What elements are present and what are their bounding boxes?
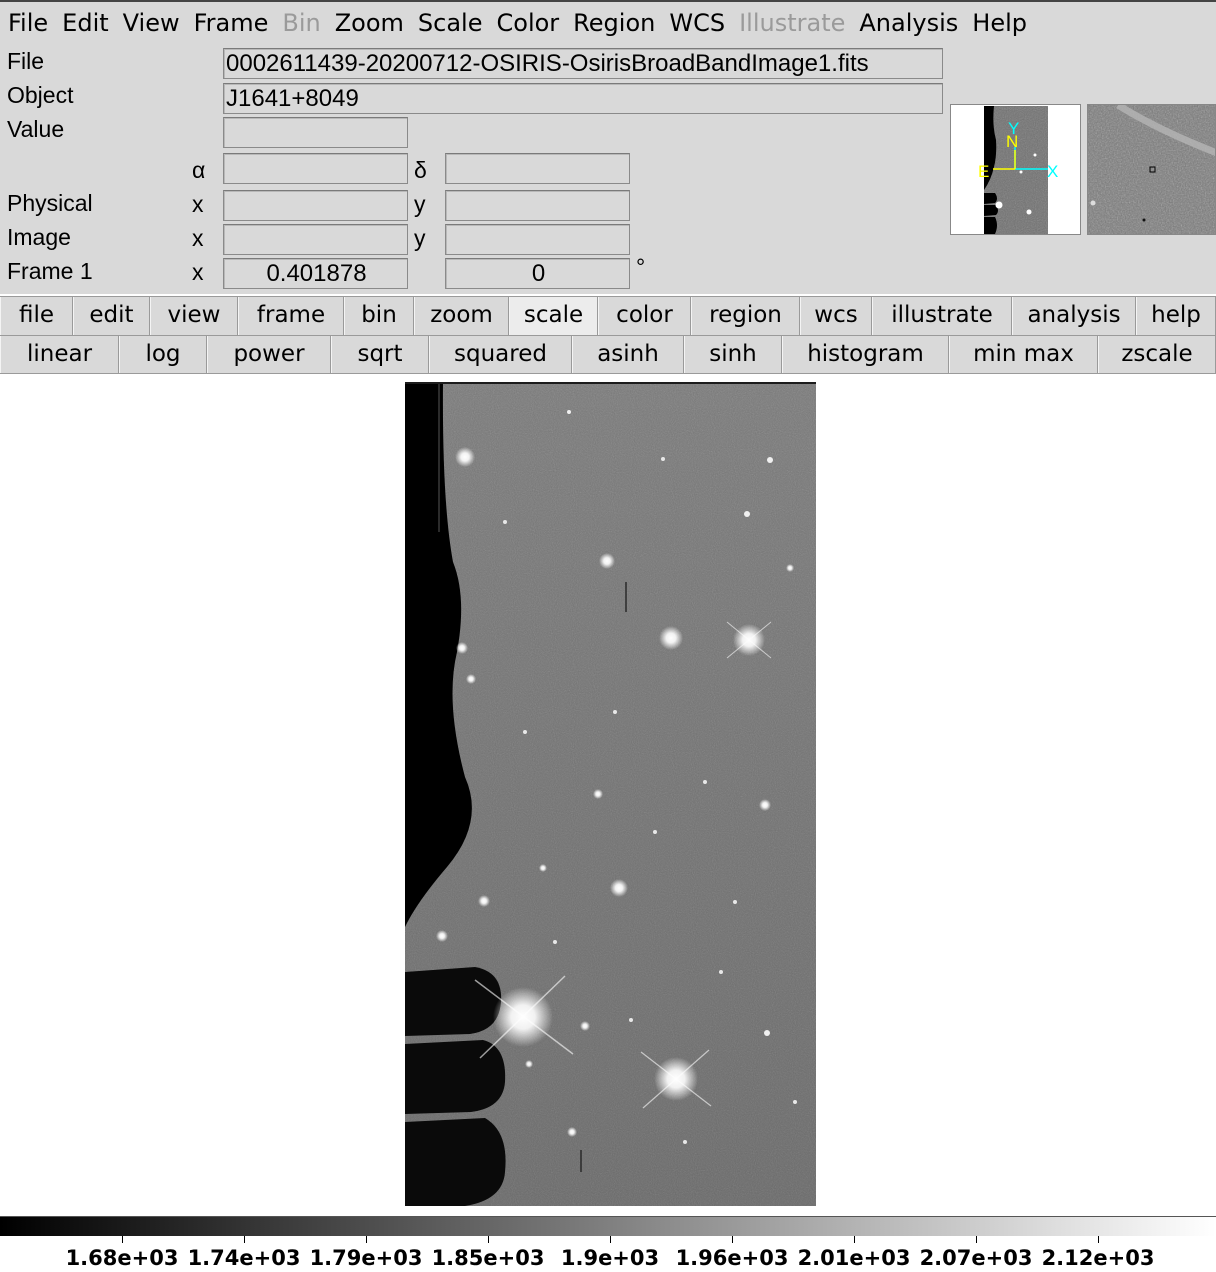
menu-bin: Bin [282, 9, 321, 37]
menu-edit[interactable]: Edit [62, 9, 109, 37]
colorbar-tick-label: 2.07e+03 [919, 1246, 1033, 1270]
value-label: Value [7, 116, 65, 142]
colorbar-tick [854, 1236, 855, 1243]
scale-asinh-button[interactable]: asinh [572, 336, 684, 373]
colorbar-tick-label: 1.85e+03 [431, 1246, 545, 1270]
compass-e-label: E [978, 162, 989, 181]
colorbar-tick-label: 1.74e+03 [187, 1246, 301, 1270]
colorbar-axis: 1.68e+03 1.74e+03 1.79e+03 1.85e+03 1.9e… [0, 1236, 1216, 1272]
colorbar-tick [610, 1236, 611, 1243]
scale-zscale-button[interactable]: zscale [1098, 336, 1216, 373]
colorbar[interactable] [0, 1216, 1216, 1236]
colorbar-tick-label: 1.9e+03 [560, 1246, 660, 1270]
compass-icon: Y N E X [978, 119, 1058, 181]
button-color[interactable]: color [598, 297, 691, 335]
scale-button-bar: linear log power sqrt squared asinh sinh… [0, 335, 1216, 374]
magnifier [1087, 104, 1216, 235]
menu-frame[interactable]: Frame [193, 9, 269, 37]
object-field[interactable]: J1641+8049 [223, 83, 943, 114]
delta-field[interactable] [445, 153, 630, 184]
colorbar-tick-label: 2.01e+03 [797, 1246, 911, 1270]
colorbar-tick [976, 1236, 977, 1243]
menu-wcs[interactable]: WCS [669, 9, 726, 37]
frame-label: Frame 1 [7, 258, 93, 284]
compass-n-label: N [1006, 132, 1018, 151]
menu-scale[interactable]: Scale [417, 9, 483, 37]
fits-image[interactable] [405, 382, 816, 1206]
button-file[interactable]: file [0, 297, 73, 335]
panner-thumbnail: Y N E X [978, 106, 1058, 234]
physical-x-label: x [192, 191, 204, 217]
image-label: Image [7, 224, 71, 250]
button-bin[interactable]: bin [344, 297, 414, 335]
image-x-field[interactable] [223, 224, 408, 255]
info-panel: File 0002611439-20200712-OSIRIS-OsirisBr… [0, 44, 1216, 294]
scale-minmax-button[interactable]: min max [949, 336, 1098, 373]
compass-x-label: X [1047, 162, 1058, 181]
physical-x-field[interactable] [223, 190, 408, 221]
image-y-label: y [414, 225, 426, 251]
image-y-field[interactable] [445, 224, 630, 255]
button-edit[interactable]: edit [73, 297, 150, 335]
magnifier-view [1088, 105, 1215, 234]
colorbar-tick [366, 1236, 367, 1243]
menu-region[interactable]: Region [573, 9, 656, 37]
menu-zoom[interactable]: Zoom [334, 9, 404, 37]
menu-help[interactable]: Help [972, 9, 1027, 37]
physical-label: Physical [7, 190, 93, 216]
menu-analysis[interactable]: Analysis [859, 9, 959, 37]
menu-color[interactable]: Color [496, 9, 560, 37]
scale-sinh-button[interactable]: sinh [684, 336, 782, 373]
panner[interactable]: Y N E X [950, 104, 1081, 235]
colorbar-tick [244, 1236, 245, 1243]
button-region[interactable]: region [691, 297, 800, 335]
button-bar: file edit view frame bin zoom scale colo… [0, 296, 1216, 335]
colorbar-tick-label: 1.79e+03 [309, 1246, 423, 1270]
frame-angle-field[interactable]: 0 [445, 258, 630, 289]
scale-squared-button[interactable]: squared [429, 336, 572, 373]
colorbar-tick [1098, 1236, 1099, 1243]
colorbar-tick [488, 1236, 489, 1243]
colorbar-tick-label: 2.12e+03 [1041, 1246, 1155, 1270]
file-label: File [7, 48, 45, 74]
image-x-label: x [192, 225, 204, 251]
delta-label: δ [414, 157, 427, 183]
button-scale[interactable]: scale [509, 297, 598, 335]
scale-histogram-button[interactable]: histogram [782, 336, 949, 373]
menubar: File Edit View Frame Bin Zoom Scale Colo… [0, 0, 1216, 44]
physical-y-label: y [414, 191, 426, 217]
compass-y-label: Y [1008, 119, 1019, 138]
colorbar-tick [122, 1236, 123, 1243]
degree-symbol: ° [636, 254, 646, 280]
button-zoom[interactable]: zoom [414, 297, 509, 335]
scale-log-button[interactable]: log [119, 336, 207, 373]
menu-view[interactable]: View [122, 9, 180, 37]
button-analysis[interactable]: analysis [1012, 297, 1136, 335]
physical-y-field[interactable] [445, 190, 630, 221]
alpha-label: α [192, 157, 206, 183]
button-illustrate[interactable]: illustrate [872, 297, 1012, 335]
colorbar-tick-label: 1.68e+03 [65, 1246, 179, 1270]
object-label: Object [7, 82, 74, 108]
frame-zoom-field[interactable]: 0.401878 [223, 258, 408, 289]
menu-illustrate: Illustrate [739, 9, 846, 37]
scale-sqrt-button[interactable]: sqrt [331, 336, 429, 373]
frame-x-label: x [192, 259, 204, 285]
button-view[interactable]: view [150, 297, 238, 335]
value-field[interactable] [223, 117, 408, 148]
colorbar-tick-label: 1.96e+03 [675, 1246, 789, 1270]
alpha-field[interactable] [223, 153, 408, 184]
colorbar-tick [732, 1236, 733, 1243]
file-field[interactable]: 0002611439-20200712-OSIRIS-OsirisBroadBa… [223, 48, 943, 79]
button-help[interactable]: help [1136, 297, 1216, 335]
menu-file[interactable]: File [8, 9, 49, 37]
button-frame[interactable]: frame [238, 297, 344, 335]
star-field [436, 410, 797, 1144]
button-wcs[interactable]: wcs [800, 297, 872, 335]
scale-power-button[interactable]: power [207, 336, 331, 373]
scale-linear-button[interactable]: linear [0, 336, 119, 373]
